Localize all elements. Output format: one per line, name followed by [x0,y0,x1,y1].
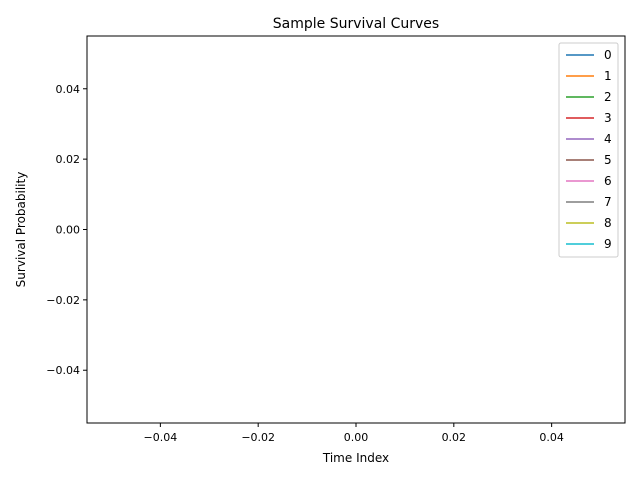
x-tick-label: 0.00 [344,431,369,444]
x-tick-label: −0.02 [241,431,275,444]
y-tick-label: 0.02 [56,153,81,166]
x-tick-label: 0.02 [442,431,467,444]
legend-label-7: 7 [604,195,612,209]
legend-label-4: 4 [604,132,612,146]
legend-label-5: 5 [604,153,612,167]
y-tick-label: 0.04 [56,83,81,96]
plot-frame [86,35,626,424]
x-axis-label: Time Index [322,451,389,465]
legend-label-3: 3 [604,111,612,125]
x-tick-label: 0.04 [539,431,564,444]
legend-label-0: 0 [604,48,612,62]
legend-label-1: 1 [604,69,612,83]
x-tick-label: −0.04 [144,431,178,444]
y-tick-label: 0.00 [56,224,81,237]
legend: 0 1 2 3 4 5 6 7 8 9 [558,42,619,258]
plot-area [86,35,626,424]
chart-title: Sample Survival Curves [273,16,439,32]
y-axis: −0.04 −0.02 0.00 0.02 0.04 [46,83,87,377]
x-axis: −0.04 −0.02 0.00 0.02 0.04 [144,423,564,444]
legend-label-6: 6 [604,174,612,188]
y-tick-label: −0.02 [46,294,80,307]
legend-label-8: 8 [604,216,612,230]
y-axis-label: Survival Probability [14,172,28,288]
legend-label-9: 9 [604,237,612,251]
y-tick-label: −0.04 [46,364,80,377]
legend-label-2: 2 [604,90,612,104]
